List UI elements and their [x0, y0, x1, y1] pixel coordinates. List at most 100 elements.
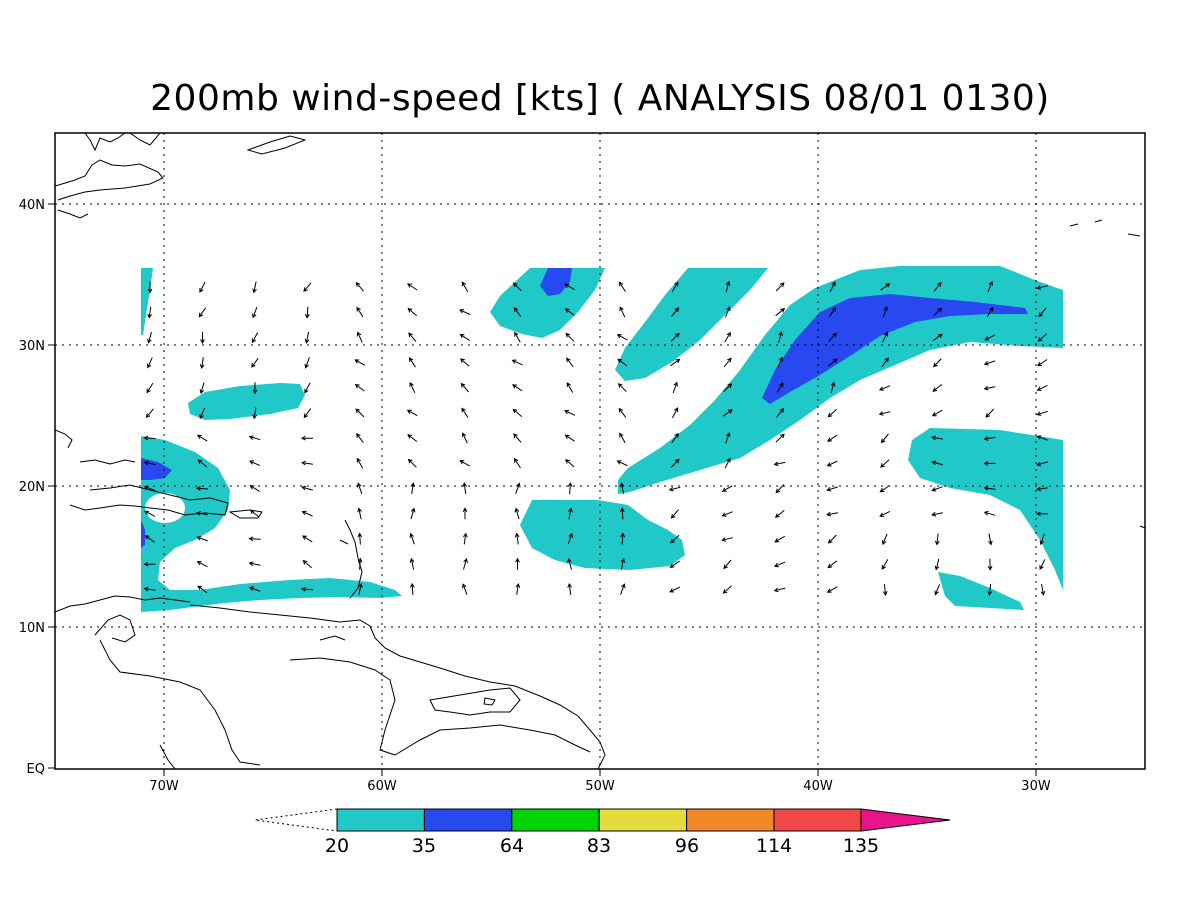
wind-arrow — [721, 537, 733, 542]
wind-arrow — [986, 306, 994, 318]
wind-arrow — [775, 282, 785, 292]
colorbar-left-arrow — [254, 808, 338, 832]
wind-arrow — [146, 382, 154, 394]
wind-arrow — [983, 385, 996, 391]
wind-arrow — [409, 582, 415, 595]
wind-arrow — [143, 460, 156, 466]
colorbar-label: 83 — [587, 835, 611, 857]
wind-arrow — [723, 357, 732, 368]
wind-arrow — [459, 460, 471, 467]
wind-arrow — [147, 331, 152, 344]
wind-arrow — [778, 331, 783, 343]
wind-arrow — [356, 306, 364, 318]
wind-arrow — [304, 382, 311, 394]
wind-arrow — [462, 507, 468, 520]
wind-arrow — [879, 510, 891, 517]
wind-arrow — [147, 281, 153, 294]
wind-arrow — [1039, 559, 1046, 571]
wind-arrow — [618, 281, 626, 292]
wind-arrow — [512, 282, 522, 292]
wind-arrow — [931, 435, 943, 441]
wind-arrow — [775, 433, 785, 443]
wind-arrow — [617, 383, 627, 393]
wind-arrow — [195, 486, 209, 491]
wind-arrow — [356, 457, 364, 469]
wind-arrow — [1036, 285, 1048, 290]
wind-arrow — [354, 359, 366, 366]
wind-arrow — [724, 331, 731, 343]
wind-arrow — [143, 561, 156, 567]
lon-axis: 70W 60W 50W 40W 30W — [149, 769, 1051, 794]
wind-arrow — [459, 309, 471, 315]
wind-arrow — [196, 511, 208, 516]
wind-arrow — [987, 280, 993, 293]
jet-region-cyan — [938, 572, 1024, 610]
wind-arrow — [830, 381, 836, 394]
wind-arrow — [987, 558, 993, 571]
wind-arrow — [776, 407, 785, 418]
wind-arrow — [619, 432, 626, 444]
wind-speed-shading — [141, 266, 1063, 612]
wind-arrow — [722, 409, 733, 417]
colorbar-swatch — [423, 808, 513, 832]
wind-arrow — [301, 485, 313, 491]
wind-arrow — [1036, 461, 1048, 467]
wind-arrow — [1036, 384, 1048, 391]
jet-region-cyan — [141, 436, 402, 612]
wind-arrow — [409, 557, 415, 570]
wind-arrow — [983, 461, 996, 466]
wind-arrow — [619, 482, 625, 495]
wind-arrow — [617, 358, 628, 367]
wind-arrow — [671, 307, 680, 317]
wind-arrow — [408, 357, 416, 368]
wind-arrow — [670, 332, 680, 342]
wind-arrow — [564, 434, 575, 442]
wind-arrow — [987, 583, 993, 596]
wind-arrow — [724, 457, 731, 469]
lon-label: 60W — [367, 779, 397, 794]
grid-lines — [55, 133, 1145, 769]
colorbar-label: 135 — [843, 835, 879, 857]
wind-arrow — [827, 560, 838, 569]
wind-arrow — [828, 332, 838, 342]
lat-label: 40N — [19, 198, 45, 213]
wind-arrow — [773, 587, 786, 593]
wind-arrow — [143, 586, 156, 592]
wind-arrow — [670, 458, 680, 468]
wind-arrow — [774, 535, 786, 543]
wind-arrow — [513, 306, 522, 317]
wind-arrow — [878, 385, 891, 391]
wind-arrow — [511, 359, 523, 366]
colorbar-label: 114 — [756, 835, 792, 857]
wind-arrow — [829, 281, 836, 293]
wind-arrow — [983, 360, 996, 366]
wind-arrow — [723, 383, 733, 392]
wind-arrow — [300, 435, 313, 441]
colorbar-right-arrow — [860, 808, 951, 832]
wind-arrow — [200, 331, 205, 344]
wind-arrow — [880, 433, 889, 444]
wind-arrow — [514, 532, 520, 545]
wind-arrow — [1036, 435, 1048, 441]
colorbar-label: 64 — [500, 835, 524, 857]
lat-label: 20N — [19, 480, 45, 495]
wind-arrow — [1038, 307, 1047, 318]
wind-arrow — [144, 510, 156, 517]
wind-arrow — [933, 281, 942, 292]
wind-arrow — [357, 532, 363, 545]
colorbar-swatch — [511, 808, 600, 832]
wind-arrow — [932, 384, 943, 392]
lon-label: 50W — [585, 779, 615, 794]
wind-arrow — [410, 507, 416, 520]
wind-arrow — [988, 533, 993, 546]
wind-arrow — [249, 460, 261, 467]
wind-arrow — [252, 281, 257, 294]
wind-arrow — [1037, 359, 1048, 367]
wind-arrow — [1037, 333, 1047, 342]
wind-arrow — [616, 460, 628, 467]
wind-arrow — [512, 384, 523, 392]
wind-arrow — [670, 358, 681, 367]
wind-arrow — [826, 586, 838, 593]
wind-arrow — [775, 308, 786, 317]
wind-arrow — [881, 357, 889, 368]
